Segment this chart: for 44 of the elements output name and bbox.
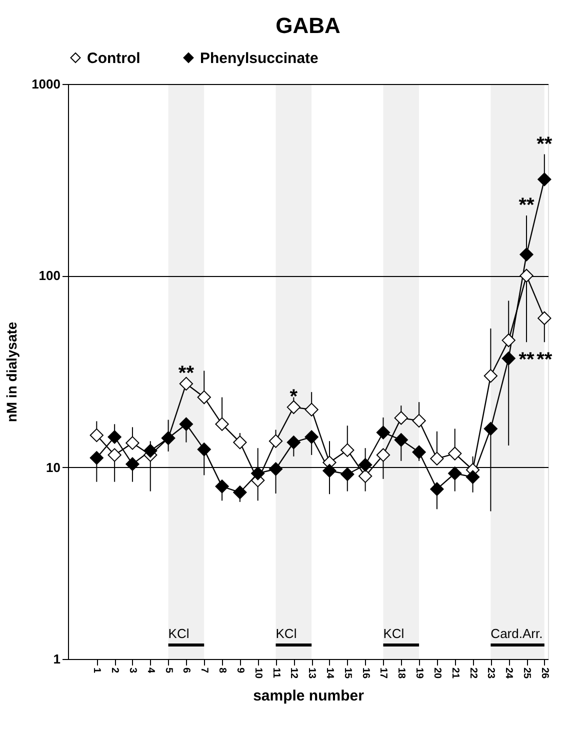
band-label: Card.Arr. [490, 626, 543, 641]
y-tick-label: 10 [46, 460, 60, 475]
y-tick-label: 1000 [32, 76, 60, 92]
x-tick-label: 11 [270, 668, 282, 679]
x-tick-label: 25 [521, 668, 532, 680]
x-tick-label: 7 [198, 668, 210, 674]
x-axis-title: sample number [253, 688, 364, 705]
annotation: ** [178, 362, 194, 385]
x-tick-label: 8 [216, 668, 228, 674]
band-label: KCl [276, 626, 297, 641]
x-tick-label: 1 [91, 668, 102, 674]
x-tick-label: 23 [485, 668, 496, 680]
x-tick-label: 3 [126, 668, 138, 674]
x-tick-label: 15 [342, 668, 353, 680]
x-tick-label: 2 [109, 668, 120, 674]
annotation: ** [536, 133, 552, 156]
x-tick-label: 10 [252, 668, 264, 680]
x-tick-label: 26 [538, 668, 550, 680]
x-tick-label: 18 [396, 668, 407, 680]
chart-title: GABA [276, 13, 340, 38]
x-tick-label: 22 [467, 668, 478, 680]
x-tick-label: 24 [503, 668, 514, 680]
band-label: KCl [383, 626, 404, 641]
annotation: * [290, 386, 298, 408]
legend-label: Phenylsuccinate [200, 50, 318, 67]
x-tick-label: 21 [449, 668, 460, 680]
annotation: ** [536, 349, 552, 372]
x-tick-label: 14 [324, 668, 335, 680]
x-tick-label: 17 [378, 668, 389, 680]
annotation: ** [518, 194, 534, 217]
x-tick-label: 4 [144, 668, 156, 674]
x-tick-label: 13 [306, 668, 318, 680]
band-label: KCl [168, 626, 190, 641]
x-tick-label: 20 [431, 668, 442, 680]
x-tick-label: 5 [162, 668, 174, 674]
x-tick-label: 19 [414, 668, 425, 680]
y-axis-title: nM in dialysate [4, 322, 20, 422]
y-tick-label: 100 [38, 268, 60, 284]
legend-label: Control [87, 50, 140, 67]
x-tick-label: 6 [180, 668, 192, 674]
x-tick-label: 9 [234, 668, 246, 674]
x-tick-label: 16 [360, 668, 371, 680]
x-tick-label: 12 [288, 668, 300, 680]
annotation: ** [518, 349, 534, 372]
